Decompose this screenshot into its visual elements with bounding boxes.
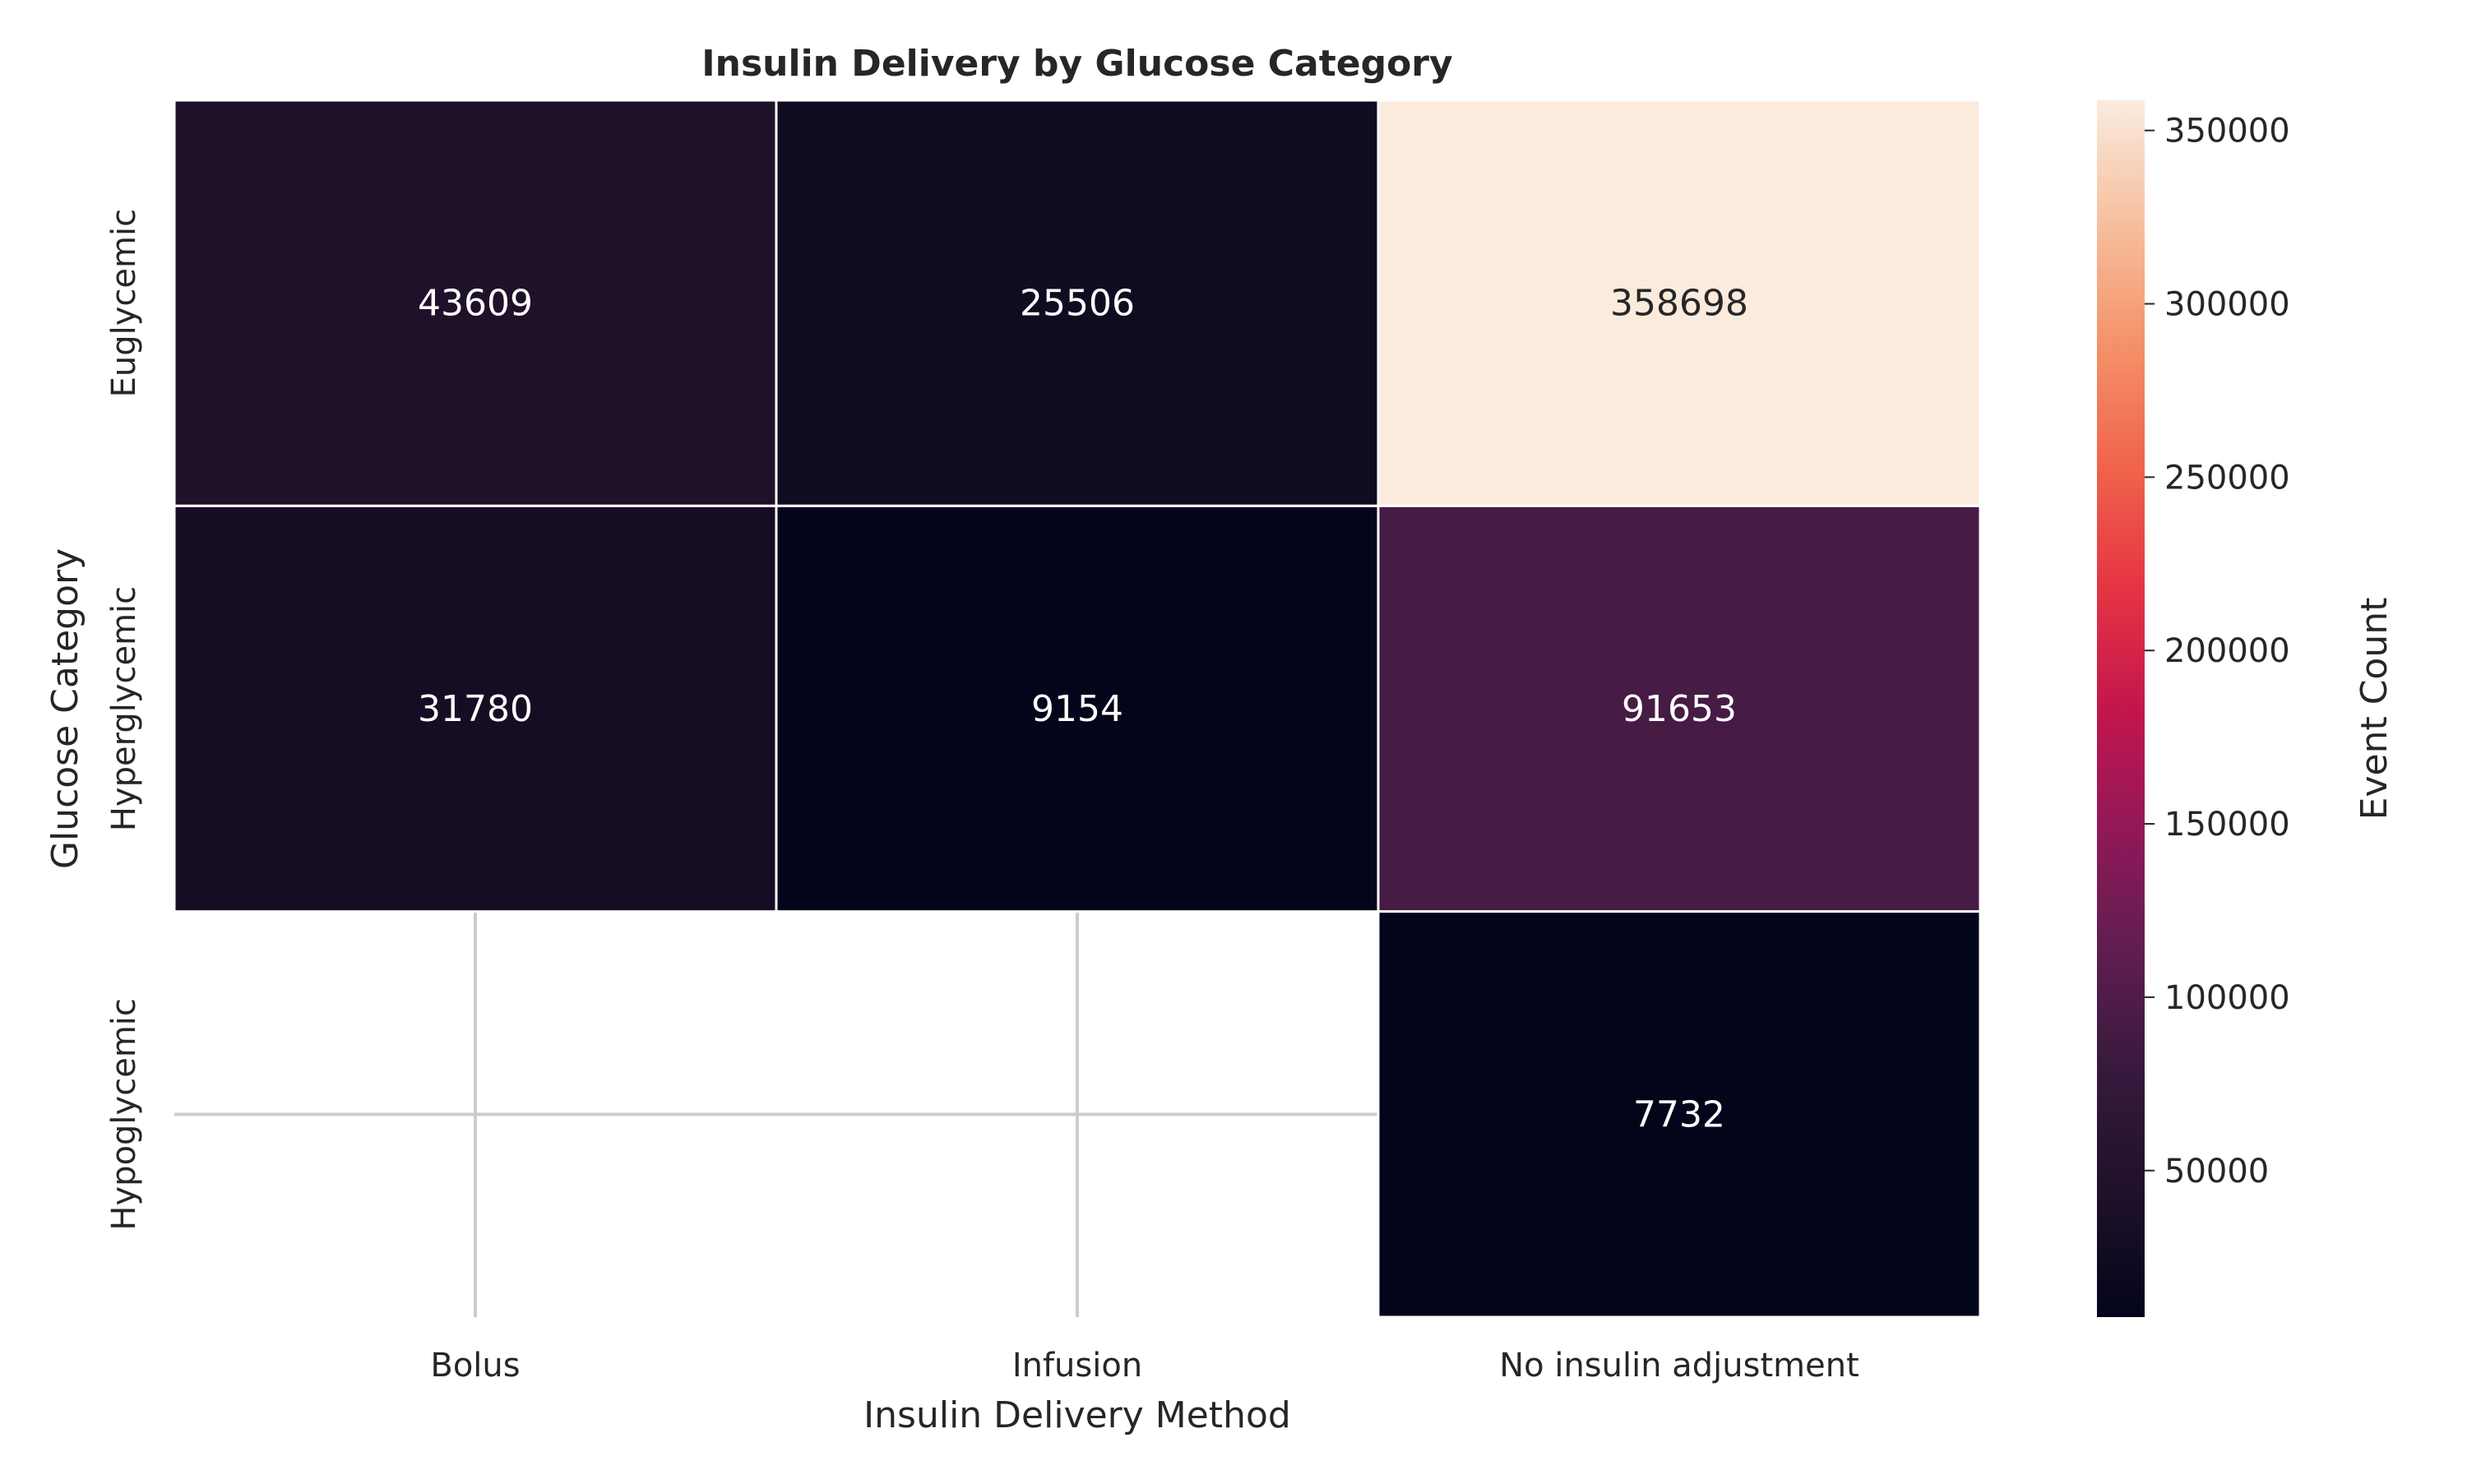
x-axis-label: Insulin Delivery Method	[863, 1394, 1291, 1436]
colorbar-tick-label: 100000	[2164, 979, 2290, 1017]
chart-title: Insulin Delivery by Glucose Category	[701, 43, 1452, 85]
colorbar-label: Event Count	[2354, 598, 2395, 821]
colorbar-tick-label: 300000	[2164, 286, 2290, 324]
heatmap-cell	[775, 99, 1380, 507]
y-tick-labels: Euglycemic Hyperglycemic Hypoglycemic	[105, 209, 143, 1231]
cell-value-label: 9154	[1031, 688, 1123, 730]
colorbar-tick-label: 150000	[2164, 806, 2290, 844]
colorbar-gradient	[2097, 100, 2145, 1317]
x-tick-label: Bolus	[430, 1347, 520, 1385]
cells-layer: 43609 25506 358698 31780 9154 91653 7732	[173, 99, 1982, 1319]
heatmap-cell	[1377, 99, 1982, 507]
colorbar: 50000 100000 150000 200000 250000 300000 35000…	[2097, 100, 2290, 1317]
colorbar-tick-label: 350000	[2164, 113, 2290, 150]
x-tick-label: Infusion	[1012, 1347, 1142, 1385]
cell-value-label: 91653	[1622, 688, 1737, 730]
y-tick-label: Hypoglycemic	[105, 998, 143, 1230]
y-tick-label: Euglycemic	[105, 209, 143, 397]
cell-value-label: 31780	[418, 688, 533, 730]
cell-value-label: 7732	[1633, 1093, 1725, 1135]
cell-value-label: 358698	[1610, 283, 1748, 325]
x-tick-label: No insulin adjustment	[1499, 1347, 1859, 1385]
y-tick-label: Hyperglycemic	[105, 586, 143, 831]
colorbar-tick-label: 200000	[2164, 632, 2290, 670]
heatmap-cell	[1377, 910, 1982, 1319]
x-tick-labels: Bolus Infusion No insulin adjustment	[430, 1347, 1858, 1385]
cell-value-label: 25506	[1020, 283, 1135, 325]
heatmap-cell	[173, 99, 778, 507]
colorbar-tick-label: 50000	[2164, 1153, 2269, 1190]
colorbar-tick-label: 250000	[2164, 459, 2290, 497]
cell-value-label: 43609	[418, 283, 533, 325]
heatmap-cell	[173, 504, 778, 913]
y-axis-label: Glucose Category	[44, 548, 86, 869]
